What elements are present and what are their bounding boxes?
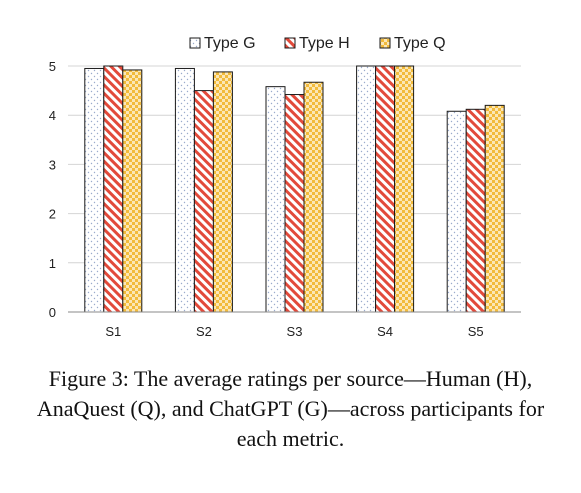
y-tick-label: 4 <box>49 108 56 123</box>
bar-type-g-s5 <box>446 110 467 313</box>
x-tick-label: S3 <box>287 324 303 339</box>
bar-type-q-s4 <box>394 65 415 313</box>
bar-type-q-s5 <box>484 104 505 313</box>
legend-label: Type Q <box>394 35 446 52</box>
y-tick-label: 2 <box>49 207 56 222</box>
legend-swatch <box>379 37 391 49</box>
legend: Type G Type H Type Q <box>189 35 446 52</box>
bar-type-h-s3 <box>284 94 305 313</box>
bar-type-q-s1 <box>122 69 143 313</box>
x-tick-label: S1 <box>105 324 121 339</box>
bar-type-g-s3 <box>265 86 286 313</box>
bar-chart: 0 1 2 3 4 5 S1 S2 S3 S4 S5 Type G Type H Type Q <box>49 35 521 339</box>
legend-label: Type H <box>299 35 350 52</box>
bar-type-q-s2 <box>212 71 233 313</box>
bar-type-h-s5 <box>465 108 486 313</box>
x-tick-label: S4 <box>377 324 393 339</box>
bar-type-q-s3 <box>303 81 324 313</box>
x-tick-label: S2 <box>196 324 212 339</box>
x-tick-label: S5 <box>468 324 484 339</box>
legend-swatch <box>284 37 296 49</box>
legend-swatch <box>189 37 201 49</box>
bar-type-g-s2 <box>174 67 195 313</box>
y-tick-label: 5 <box>49 59 56 74</box>
y-tick-label: 1 <box>49 256 56 271</box>
legend-label: Type G <box>204 35 256 52</box>
bars <box>84 65 505 313</box>
bar-type-g-s4 <box>356 65 377 313</box>
bar-type-g-s1 <box>84 67 105 313</box>
axes: 0 1 2 3 4 5 S1 S2 S3 S4 S5 <box>49 59 521 339</box>
figure-caption: Figure 3: The average ratings per source… <box>36 366 545 451</box>
y-tick-label: 0 <box>49 305 56 320</box>
bar-type-h-s4 <box>375 65 396 313</box>
y-tick-label: 3 <box>49 157 56 172</box>
bar-type-h-s2 <box>193 90 214 313</box>
bar-type-h-s1 <box>103 65 124 313</box>
